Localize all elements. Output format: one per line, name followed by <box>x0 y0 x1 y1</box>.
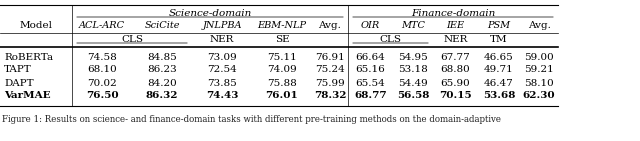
Text: VarMAE: VarMAE <box>4 92 51 101</box>
Text: NER: NER <box>444 35 468 44</box>
Text: ACL-ARC: ACL-ARC <box>79 21 125 30</box>
Text: 84.85: 84.85 <box>147 52 177 61</box>
Text: RoBERTa: RoBERTa <box>4 52 53 61</box>
Text: IEE: IEE <box>447 21 465 30</box>
Text: 74.58: 74.58 <box>87 52 117 61</box>
Text: 78.32: 78.32 <box>314 92 346 101</box>
Text: TM: TM <box>490 35 508 44</box>
Text: Figure 1: Results on science- and finance-domain tasks with different pre-traini: Figure 1: Results on science- and financ… <box>2 115 501 125</box>
Text: 68.80: 68.80 <box>440 66 470 74</box>
Text: 84.20: 84.20 <box>147 79 177 88</box>
Text: SciCite: SciCite <box>144 21 180 30</box>
Text: 76.01: 76.01 <box>266 92 298 101</box>
Text: 75.88: 75.88 <box>267 79 297 88</box>
Text: 75.99: 75.99 <box>315 79 345 88</box>
Text: PSM: PSM <box>488 21 511 30</box>
Text: 65.90: 65.90 <box>440 79 470 88</box>
Text: 66.64: 66.64 <box>356 52 385 61</box>
Text: 86.32: 86.32 <box>146 92 179 101</box>
Text: 75.11: 75.11 <box>267 52 297 61</box>
Text: JNLPBA: JNLPBA <box>202 21 242 30</box>
Text: CLS: CLS <box>380 35 401 44</box>
Text: 54.95: 54.95 <box>398 52 428 61</box>
Text: Finance-domain: Finance-domain <box>411 8 495 17</box>
Text: EBM-NLP: EBM-NLP <box>257 21 307 30</box>
Text: TAPT: TAPT <box>4 66 32 74</box>
Text: 76.50: 76.50 <box>86 92 118 101</box>
Text: 68.77: 68.77 <box>354 92 387 101</box>
Text: 67.77: 67.77 <box>440 52 470 61</box>
Text: 72.54: 72.54 <box>207 66 237 74</box>
Text: 74.09: 74.09 <box>267 66 297 74</box>
Text: 56.58: 56.58 <box>397 92 429 101</box>
Text: 73.09: 73.09 <box>207 52 237 61</box>
Text: OIR: OIR <box>361 21 380 30</box>
Text: 65.16: 65.16 <box>356 66 385 74</box>
Text: CLS: CLS <box>121 35 143 44</box>
Text: 65.54: 65.54 <box>356 79 385 88</box>
Text: 76.91: 76.91 <box>315 52 345 61</box>
Text: 70.15: 70.15 <box>439 92 472 101</box>
Text: Model: Model <box>19 21 52 30</box>
Text: 59.21: 59.21 <box>524 66 554 74</box>
Text: 59.00: 59.00 <box>524 52 554 61</box>
Text: 70.02: 70.02 <box>87 79 117 88</box>
Text: 74.43: 74.43 <box>206 92 238 101</box>
Text: 49.71: 49.71 <box>484 66 514 74</box>
Text: 46.65: 46.65 <box>484 52 514 61</box>
Text: Science-domain: Science-domain <box>168 8 252 17</box>
Text: 46.47: 46.47 <box>484 79 514 88</box>
Text: 53.68: 53.68 <box>483 92 515 101</box>
Text: 53.18: 53.18 <box>398 66 428 74</box>
Text: 54.49: 54.49 <box>398 79 428 88</box>
Text: 73.85: 73.85 <box>207 79 237 88</box>
Text: 62.30: 62.30 <box>523 92 556 101</box>
Text: SE: SE <box>275 35 289 44</box>
Text: 86.23: 86.23 <box>147 66 177 74</box>
Text: 58.10: 58.10 <box>524 79 554 88</box>
Text: MTC: MTC <box>401 21 425 30</box>
Text: Avg.: Avg. <box>527 21 550 30</box>
Text: 75.24: 75.24 <box>315 66 345 74</box>
Text: 68.10: 68.10 <box>87 66 117 74</box>
Text: DAPT: DAPT <box>4 79 34 88</box>
Text: Avg.: Avg. <box>319 21 341 30</box>
Text: NER: NER <box>210 35 234 44</box>
